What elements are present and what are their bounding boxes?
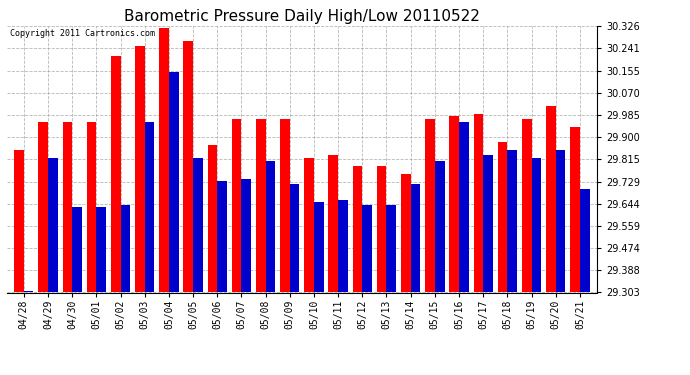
Bar — [328, 155, 338, 292]
Bar — [217, 182, 227, 292]
Bar — [497, 142, 507, 292]
Bar — [425, 119, 435, 292]
Bar — [555, 150, 565, 292]
Bar — [63, 122, 72, 292]
Bar — [48, 158, 58, 292]
Text: Copyright 2011 Cartronics.com: Copyright 2011 Cartronics.com — [10, 29, 155, 38]
Bar — [290, 184, 299, 292]
Bar — [386, 205, 396, 292]
Bar — [353, 166, 362, 292]
Bar — [304, 158, 314, 292]
Bar — [280, 119, 290, 292]
Bar — [483, 155, 493, 292]
Bar — [87, 122, 97, 292]
Bar — [39, 122, 48, 292]
Bar — [314, 202, 324, 292]
Title: Barometric Pressure Daily High/Low 20110522: Barometric Pressure Daily High/Low 20110… — [124, 9, 480, 24]
Bar — [72, 207, 82, 292]
Bar — [377, 166, 386, 292]
Bar — [570, 127, 580, 292]
Bar — [24, 291, 34, 292]
Bar — [338, 200, 348, 292]
Bar — [411, 184, 420, 292]
Bar — [473, 114, 483, 292]
Bar — [507, 150, 517, 292]
Bar — [97, 207, 106, 292]
Bar — [241, 179, 251, 292]
Bar — [184, 41, 193, 292]
Bar — [522, 119, 531, 292]
Bar — [401, 174, 411, 292]
Bar — [449, 116, 459, 292]
Bar — [266, 160, 275, 292]
Bar — [169, 72, 179, 292]
Bar — [232, 119, 241, 292]
Bar — [546, 106, 555, 292]
Bar — [14, 150, 24, 292]
Bar — [459, 122, 469, 292]
Bar — [145, 122, 155, 292]
Bar — [435, 160, 444, 292]
Bar — [580, 189, 589, 292]
Bar — [193, 158, 203, 292]
Bar — [531, 158, 541, 292]
Bar — [362, 205, 372, 292]
Bar — [121, 205, 130, 292]
Bar — [256, 119, 266, 292]
Bar — [159, 28, 169, 292]
Bar — [135, 46, 145, 292]
Bar — [111, 57, 121, 292]
Bar — [208, 145, 217, 292]
